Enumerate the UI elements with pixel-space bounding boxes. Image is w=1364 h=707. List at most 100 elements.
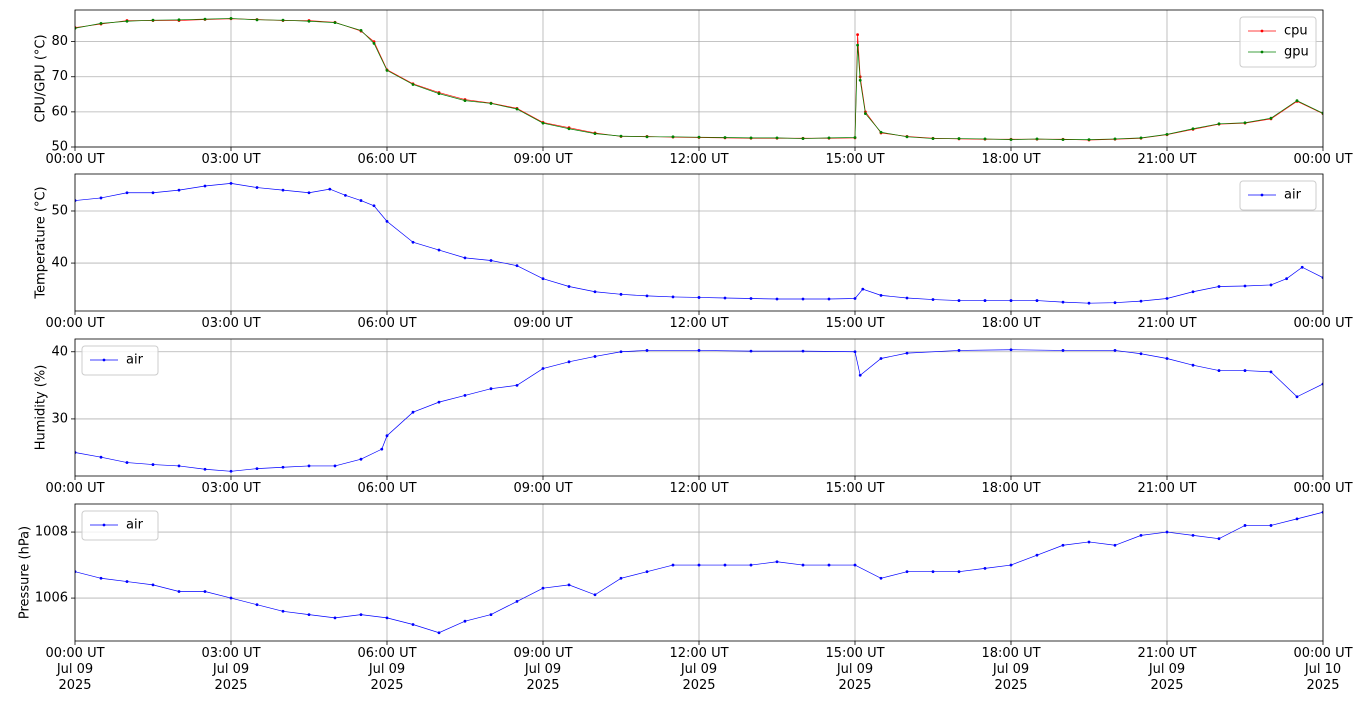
x-tick-label: 12:00 UT Jul 09 2025 [669, 646, 729, 693]
data-point [359, 457, 363, 461]
data-point [697, 563, 701, 567]
data-point [1009, 138, 1013, 142]
data-point [203, 590, 207, 593]
data-point [1300, 265, 1304, 269]
data-point [99, 21, 103, 25]
data-point [827, 297, 831, 301]
legend-marker [1260, 193, 1264, 197]
x-tick-label: 00:00 UT [1293, 316, 1353, 331]
x-tick-label: 06:00 UT [357, 316, 417, 331]
data-point [463, 619, 467, 623]
data-point [489, 102, 493, 105]
x-tick-label: 18:00 UT [981, 152, 1041, 167]
x-tick-label: 18:00 UT [981, 316, 1041, 331]
x-tick-label: 06:00 UT [357, 481, 417, 496]
x-tick-label: 15:00 UT Jul 09 2025 [825, 646, 885, 693]
data-point [411, 240, 415, 244]
data-point [567, 583, 571, 587]
x-tick-label: 15:00 UT [825, 152, 885, 167]
data-point [229, 596, 233, 600]
data-point [385, 69, 389, 72]
x-tick-label: 21:00 UT [1137, 316, 1197, 331]
data-point [879, 293, 883, 297]
data-point [151, 583, 155, 587]
data-point [1139, 352, 1143, 356]
plot-area [75, 510, 1323, 635]
data-point [983, 299, 987, 302]
data-point [593, 290, 597, 294]
y-tick-label: 50 [51, 203, 68, 218]
data-point [957, 570, 961, 574]
x-tick-label: 00:00 UT [1293, 481, 1353, 496]
data-point [1191, 363, 1195, 367]
data-point [1139, 299, 1143, 303]
data-point [1113, 349, 1117, 352]
x-tick-label: 21:00 UT [1137, 152, 1197, 167]
y-tick-label: 50 [51, 140, 68, 155]
data-point [983, 566, 987, 570]
data-point [567, 360, 571, 364]
data-point [177, 464, 181, 468]
data-point [1087, 301, 1091, 305]
data-point [983, 137, 987, 141]
data-point [281, 609, 285, 613]
y-tick-label: 70 [51, 69, 68, 84]
x-tick-label: 12:00 UT [669, 152, 729, 167]
data-point [801, 297, 805, 301]
legend-box [1239, 180, 1317, 211]
data-point [99, 196, 103, 200]
data-point [1191, 533, 1195, 537]
data-point [1035, 299, 1039, 302]
data-point [333, 616, 337, 620]
data-point [905, 296, 909, 300]
data-point [1035, 137, 1039, 141]
legend-marker [1260, 50, 1264, 54]
data-point [255, 467, 259, 471]
data-point [1113, 137, 1117, 141]
legend-box [1239, 16, 1317, 68]
data-point [697, 349, 701, 352]
data-point [671, 135, 675, 139]
data-point [1217, 285, 1221, 288]
data-point [853, 297, 857, 300]
data-point [775, 560, 779, 564]
axes-frame [74, 338, 1324, 477]
axes-frame [74, 503, 1324, 642]
data-point [879, 130, 883, 134]
data-point [1009, 563, 1013, 567]
data-point [864, 112, 867, 116]
x-tick-label: 00:00 UT [1293, 152, 1353, 167]
data-point [177, 188, 181, 192]
x-tick-label: 03:00 UT [201, 316, 261, 331]
legend-label: air [1284, 188, 1302, 203]
data-point [593, 355, 597, 358]
y-axis-label: CPU/GPU (°C) [34, 34, 49, 122]
data-point [593, 132, 597, 136]
data-point [281, 465, 285, 469]
x-tick-label: 00:00 UT [45, 152, 105, 167]
data-point [1243, 121, 1247, 125]
data-point [307, 464, 311, 468]
data-point [619, 350, 623, 354]
data-point [723, 136, 727, 139]
data-point [411, 623, 415, 626]
x-tick-label: 09:00 UT Jul 09 2025 [513, 646, 573, 693]
legend-box [81, 345, 159, 376]
data-point [671, 563, 675, 567]
data-point [861, 287, 865, 291]
x-tick-label: 06:00 UT Jul 09 2025 [357, 646, 417, 693]
data-point [905, 570, 909, 574]
data-point [515, 383, 519, 387]
y-axis-label: Temperature (°C) [34, 186, 49, 299]
data-point [645, 570, 649, 574]
x-tick-label: 09:00 UT [513, 152, 573, 167]
data-point [1295, 395, 1299, 399]
data-point [853, 136, 857, 139]
data-point [281, 188, 285, 192]
data-point [697, 135, 701, 139]
data-point [775, 297, 779, 301]
data-point [723, 296, 727, 300]
data-point [879, 576, 883, 580]
data-point [1113, 543, 1117, 547]
data-point [856, 33, 859, 36]
